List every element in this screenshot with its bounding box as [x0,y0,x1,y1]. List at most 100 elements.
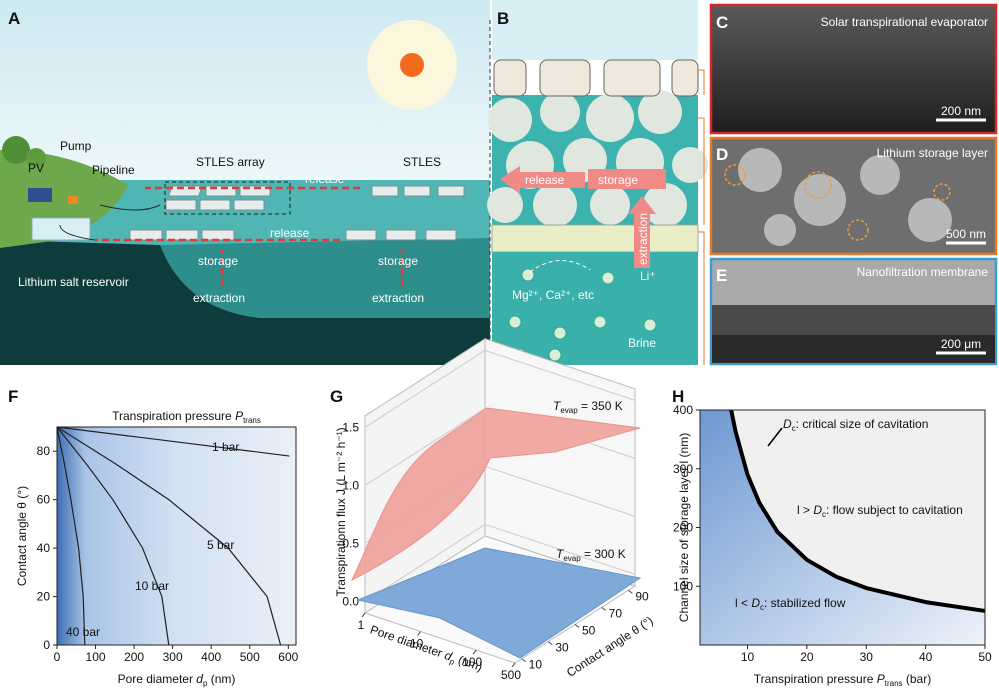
sun [400,53,424,77]
label: extraction [193,291,245,305]
text-part: (bar) [903,672,932,686]
y-tick-label: 400 [673,403,693,417]
label: Pipeline [92,163,135,177]
text-part: Transpiration pressure [112,409,235,423]
grid-line [364,523,636,602]
flow-arrows [95,186,404,286]
x-tick-label: 10 [410,637,424,651]
text-part: : flow subject to cavitation [826,503,963,517]
y-tick [548,641,553,646]
x-tick-label: 1 [358,618,365,632]
particles [487,90,708,227]
text-part: P [877,672,885,686]
x-tick-label: 200 [124,650,144,664]
contour-label: 40 bar [66,625,100,639]
y-tick [601,606,606,611]
y-tick [521,658,526,663]
x-tick [417,631,421,636]
text-part: D [813,503,822,517]
panel-letter: H [672,387,684,406]
label: PV [28,161,44,175]
contour-label: 1 bar [212,440,239,454]
panel-letter: G [330,387,343,406]
annotation: l < Dc: stabilized flow [735,596,846,612]
label: STLES array [196,155,265,169]
y-tick-label: 70 [609,606,623,620]
contour-field [57,427,296,645]
panel-e: E Nanofiltration membrane 200 μm [709,257,998,366]
brine [492,252,698,365]
y-tick-label: 10 [529,658,543,672]
label: release [270,226,310,240]
y-tick-label: 20 [37,590,51,604]
air [492,0,698,60]
x-tick [511,662,516,668]
text-part: T [553,399,562,413]
x-tick-label: 500 [240,650,260,664]
text-part: c [822,510,826,519]
label: extraction [636,213,650,265]
y-tick-label: 200 [673,521,693,535]
label: 200 μm [941,337,981,351]
series-label: Tevap = 350 K [553,399,623,415]
y-tick [628,589,633,594]
label: extraction [372,291,424,305]
deep-water [160,238,490,318]
charts: F Transpiration pressure Ptrans 1 bar 5 bar… [8,337,992,688]
text-part: = 350 K [578,399,623,413]
text-part: p [448,657,456,667]
y-tick-label: 50 [582,624,596,638]
pv-panel [28,188,52,202]
x-tick-label: 0 [54,650,61,664]
contour-label: 10 bar [135,579,169,593]
label: storage [198,254,238,268]
y-tick-label: 90 [635,589,649,603]
sem-image [709,3,998,135]
y-tick-label: 100 [673,579,693,593]
label: 500 nm [946,227,986,241]
text-part: l > [797,503,813,517]
x-tick-label: 500 [501,668,521,682]
ground [0,240,490,365]
text-part: p [203,679,208,688]
text-part: : stabilized flow [764,596,846,610]
x-axis-label: Transpiration pressure Ptrans (bar) [754,672,931,688]
grid-line [364,349,636,428]
z-tick-label: 0.5 [342,536,359,550]
pipeline [59,204,161,241]
x-tick-label: 40 [919,650,933,664]
brackets [698,69,705,365]
label: 200 nm [941,104,981,118]
text-part: (nm) [207,672,235,686]
label: Solar transpirational evaporator [821,15,988,29]
contour-line [56,426,282,646]
label: release [305,172,345,186]
plot-frame [56,426,297,646]
stable-region [700,410,985,645]
membrane [491,224,699,253]
x-tick-label: 100 [462,655,482,669]
panel-a: A Pump PV Pipeline STLES array STLES rel… [0,0,491,365]
text-part: D [751,596,760,610]
x-tick-label: 30 [860,650,874,664]
label: Brine [628,336,656,350]
text-part: : critical size of cavitation [796,417,929,431]
y-axis-label: Contact angle θ (°) [15,486,29,586]
panel-letter: B [497,9,509,28]
surface [350,407,641,582]
panel-b: B release storage extraction Li⁺ Mg²⁺, C… [487,0,708,365]
x-tick-label: 10 [741,650,755,664]
pump [68,196,78,204]
array-outline [164,181,291,215]
label: Lithium storage layer [877,146,988,160]
tree [2,136,30,164]
x-tick [472,649,477,655]
label: release [525,173,565,187]
text-part: Transpiration pressure [754,672,877,686]
extraction-arrow [628,196,656,268]
critical-curve [729,409,986,613]
z-tick-label: 0.0 [342,594,359,608]
text-part: c [792,424,796,433]
x-axis-label: Pore diameter dp (nm) [118,672,236,688]
